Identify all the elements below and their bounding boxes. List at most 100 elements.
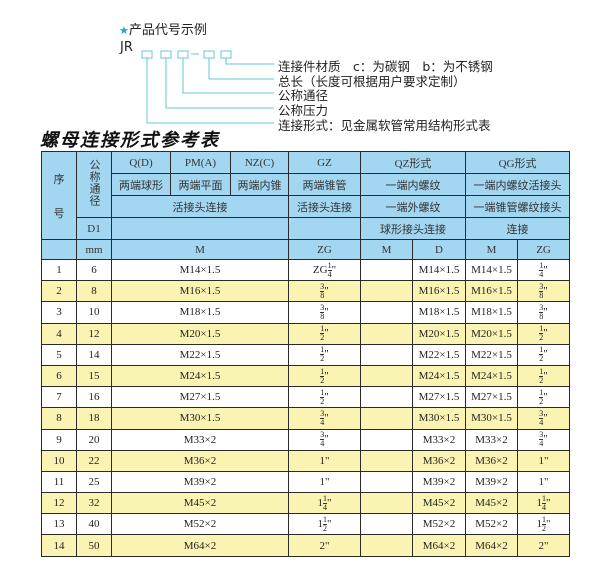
fraction-unit: "	[543, 433, 548, 446]
cell-gz-zg: 3 8 "	[288, 280, 361, 303]
cell-gz-zg: 1 2 "	[288, 364, 361, 388]
cell-qg-zg: 1"	[517, 470, 571, 494]
cell-qg-m: M20×1.5	[465, 322, 519, 345]
header-nominal: 公称通径	[76, 151, 112, 218]
cell-qg-m: M36×2	[465, 449, 519, 472]
cell-qg-m: M33×2	[465, 428, 519, 451]
cell-no: 6	[41, 364, 77, 388]
cell-m: M18×1.5	[111, 301, 289, 324]
cell-qz-m	[360, 449, 413, 472]
fraction-denominator: 4	[320, 439, 325, 449]
leader-material	[225, 58, 274, 65]
cell-m: M22×1.5	[111, 343, 289, 366]
table-row: 9 20 M33×2 3 4 " M33×2 M33×2 3 4 "	[41, 428, 571, 451]
cell-qg-m: M30×1.5	[465, 407, 519, 430]
cell-gz-zg: 1 2 "	[288, 343, 361, 366]
cell-qz-d: M20×1.5	[411, 322, 467, 345]
diagram-heading: ★产品代号示例	[119, 23, 207, 38]
fraction-denominator: 2	[320, 333, 325, 343]
fraction-numerator: 1	[320, 387, 325, 398]
header-zg: ZG	[288, 239, 361, 260]
header-gz-union: 活接头连接	[288, 195, 361, 218]
fraction-denominator: 2	[539, 333, 544, 343]
table-row: 13 40 M52×2 1 1 2 " M52×2 M52×2 1 1 2 "	[41, 513, 571, 536]
fraction-denominator: 4	[327, 269, 332, 279]
cell-no: 13	[41, 513, 77, 536]
cell-gz-zg: 3 8 "	[288, 301, 361, 324]
cell-m: M45×2	[111, 492, 289, 515]
cell-qg-zg: 1 2 "	[517, 364, 571, 388]
cell-no: 14	[41, 534, 77, 557]
cell-m: M20×1.5	[111, 322, 289, 345]
table-row: 7 16 M27×1.5 1 2 " M27×1.5 M27×1.5 1 2 "	[41, 386, 571, 409]
fraction-unit: "	[543, 306, 548, 318]
cell-nominal-diameter: 15	[76, 364, 112, 388]
cell-qg-zg: 1 1 4 "	[517, 492, 571, 515]
table-row: 4 12 M20×1.5 1 2 " M20×1.5 M20×1.5 1 2 "	[41, 322, 571, 345]
fraction-numerator: 1	[539, 345, 544, 356]
table-row: 2 8 M16×1.5 3 8 " M16×1.5 M16×1.5 3 8 "	[41, 280, 571, 303]
header-union: 活接头连接	[111, 195, 289, 218]
cell-qg-m: M24×1.5	[465, 364, 519, 388]
cell-qz-m	[360, 492, 413, 515]
fraction-whole: ZG	[312, 263, 328, 276]
label-connection: 连接形式：见金属软管常用结构形式表	[278, 118, 491, 133]
cell-nominal-diameter: 6	[76, 258, 112, 282]
label-material: 连接件材质 c：为碳钢 b：为不锈钢	[278, 59, 493, 74]
fraction-unit: "	[327, 496, 332, 509]
cell-qz-m	[360, 280, 413, 303]
cell-gz-zg: 1"	[288, 470, 361, 494]
table-row: 12 32 M45×2 1 1 4 " M45×2 M45×2 1 1 4 "	[41, 492, 571, 515]
fraction-numerator: 1	[323, 493, 327, 504]
label-pressure: 公称压力	[278, 103, 329, 118]
code-diagram-lines	[141, 50, 274, 124]
fraction-unit: "	[331, 263, 337, 276]
cell-gz-zg: 2"	[288, 534, 361, 557]
fraction-numerator: 3	[539, 408, 544, 419]
cell-nominal-diameter: 32	[76, 492, 112, 515]
fraction-unit: "	[327, 517, 332, 530]
cell-qg-zg: 1 4 "	[517, 258, 571, 282]
header-qg-zg: ZG	[517, 239, 571, 260]
cell-m: M64×2	[111, 534, 289, 557]
fraction-numerator: 1	[542, 514, 547, 525]
header-qg: QG形式	[465, 151, 571, 174]
cell-qz-m	[360, 470, 413, 494]
cell-qz-m	[360, 322, 413, 345]
cell-qg-zg: 1 2 "	[517, 343, 571, 366]
cell-qg-zg: 3 8 "	[517, 301, 571, 324]
fraction-whole: 2"	[319, 539, 330, 552]
fraction-unit: "	[546, 517, 551, 530]
fraction-unit: "	[324, 390, 329, 403]
fraction-numerator: 1	[539, 366, 544, 377]
fraction-whole: 2"	[538, 539, 549, 552]
header-qz-m: M	[360, 239, 413, 260]
fraction-whole: 1	[317, 517, 324, 530]
cell-qz-d: M22×1.5	[411, 343, 467, 366]
header-qz: QZ形式	[359, 151, 467, 174]
cell-qz-m	[360, 301, 413, 324]
fraction-numerator: 3	[539, 430, 544, 441]
cell-no: 1	[41, 258, 77, 282]
cell-nominal-diameter: 22	[76, 449, 112, 472]
cell-qg-zg: 1 2 "	[517, 322, 571, 345]
cell-qz-m	[360, 343, 413, 366]
cell-qz-d: M27×1.5	[411, 386, 467, 409]
cell-m: M27×1.5	[111, 386, 289, 409]
fraction-numerator: 1	[539, 387, 544, 398]
fraction-denominator: 4	[539, 269, 544, 279]
fraction-numerator: 3	[539, 302, 544, 313]
fraction-whole: 1	[536, 517, 543, 530]
header-qz-desc1: 一端内螺纹	[359, 173, 467, 196]
fraction-numerator: 1	[539, 324, 544, 335]
cell-nominal-diameter: 12	[76, 322, 112, 345]
cell-qg-m: M64×2	[465, 534, 519, 557]
